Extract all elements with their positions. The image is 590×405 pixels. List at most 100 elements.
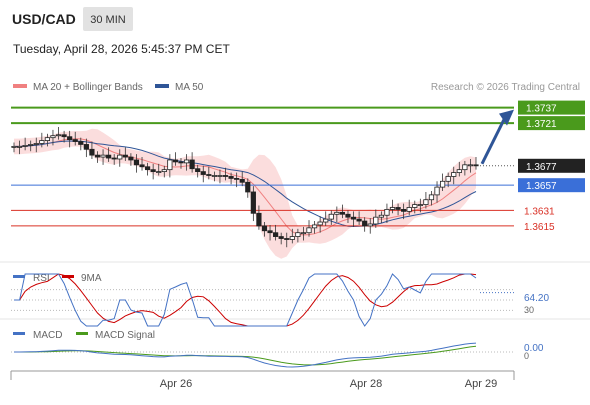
candle-body bbox=[345, 213, 351, 218]
candle-body bbox=[133, 159, 140, 166]
candle-body bbox=[256, 212, 262, 227]
candle-body bbox=[183, 159, 190, 164]
ma20-legend-label: MA 20 + Bollinger Bands bbox=[33, 82, 143, 93]
timeframe-badge[interactable]: 30 MIN bbox=[90, 14, 126, 26]
candle-body bbox=[334, 211, 340, 215]
candle-body bbox=[412, 204, 418, 208]
last-price-tag bbox=[518, 158, 585, 173]
macd-last-value: 0.00 bbox=[524, 343, 544, 354]
level-label-1.3631: 1.3631 bbox=[524, 206, 555, 217]
price-panel: 1.3737 1.3721 1.3657 1.3631 1.3615 1.3677 bbox=[11, 100, 585, 259]
candle-body bbox=[250, 191, 256, 214]
ma20-legend-swatch bbox=[13, 84, 27, 88]
ma50-legend-swatch bbox=[155, 84, 169, 88]
bollinger-band bbox=[14, 128, 476, 259]
candle-body bbox=[117, 154, 123, 160]
macd-line bbox=[14, 342, 477, 368]
candle-body bbox=[78, 141, 84, 145]
candle-body bbox=[434, 186, 440, 196]
level-tag-1.3737 bbox=[518, 100, 585, 115]
macd-legend-swatch bbox=[13, 332, 25, 335]
candle-body bbox=[295, 232, 301, 237]
candle-body bbox=[228, 176, 234, 179]
candle-body bbox=[323, 218, 329, 223]
macd-signal-legend-label: MACD Signal bbox=[95, 330, 155, 341]
candle-body bbox=[445, 176, 451, 182]
candle-body bbox=[189, 159, 195, 170]
candle-body bbox=[356, 218, 362, 222]
candle-body bbox=[378, 214, 384, 218]
candle-body bbox=[156, 171, 162, 174]
rsi-panel bbox=[11, 273, 514, 327]
candle-body bbox=[462, 164, 468, 171]
macd-signal-legend-swatch bbox=[76, 332, 88, 335]
candle-body bbox=[211, 175, 217, 177]
candle-body bbox=[384, 209, 390, 216]
candle-body bbox=[273, 232, 279, 237]
candle-body bbox=[222, 175, 229, 177]
candle-body bbox=[172, 159, 179, 163]
candle-body bbox=[50, 135, 56, 139]
candle-body bbox=[94, 154, 101, 158]
candle-body bbox=[55, 134, 62, 137]
candle-body bbox=[67, 136, 73, 141]
candle-body bbox=[440, 180, 446, 188]
candle-body bbox=[389, 207, 396, 210]
candle-body bbox=[139, 164, 145, 168]
candle-body bbox=[317, 221, 323, 226]
ma20-line bbox=[14, 138, 477, 236]
macd-legend-label: MACD bbox=[33, 330, 62, 341]
candle-body bbox=[89, 148, 95, 156]
candle-body bbox=[417, 204, 423, 206]
candle-body bbox=[16, 145, 23, 148]
candle-body bbox=[401, 209, 407, 212]
candle-body bbox=[311, 224, 318, 229]
rsi-line bbox=[14, 273, 477, 327]
timeframe-badge-bg[interactable] bbox=[83, 7, 133, 31]
candle-body bbox=[267, 230, 273, 234]
candle-body bbox=[367, 223, 373, 227]
rsi-legend-label: RSI bbox=[33, 273, 50, 284]
candle-body bbox=[306, 227, 312, 234]
candle-body bbox=[261, 225, 268, 232]
rsi-ma-legend-label: 9MA bbox=[81, 273, 102, 284]
candle-body bbox=[200, 171, 206, 175]
candle-body bbox=[245, 181, 251, 193]
candle-body bbox=[39, 140, 45, 144]
candle-body bbox=[289, 236, 295, 240]
candle-body bbox=[122, 154, 128, 158]
candle-body bbox=[161, 169, 167, 173]
candle-body bbox=[456, 169, 462, 173]
candle-body bbox=[428, 194, 435, 201]
candle-body bbox=[339, 211, 346, 215]
last-price-label: 1.3677 bbox=[526, 162, 557, 173]
candle-body bbox=[128, 156, 134, 161]
candle-body bbox=[206, 174, 212, 176]
candle-body bbox=[61, 134, 67, 138]
candle-body bbox=[217, 175, 223, 177]
candle-body bbox=[239, 178, 245, 183]
rsi-ma-legend-swatch bbox=[62, 275, 74, 278]
candle-body bbox=[11, 145, 17, 148]
candle-body bbox=[473, 164, 479, 167]
candle-body bbox=[234, 177, 240, 180]
candle-body bbox=[44, 137, 50, 141]
candle-body bbox=[284, 238, 290, 240]
forecast-arrow-shaft bbox=[480, 118, 506, 165]
level-tag-1.3657 bbox=[518, 178, 585, 193]
macd-panel bbox=[11, 342, 514, 368]
candle-body bbox=[111, 157, 117, 160]
candle-body bbox=[72, 139, 78, 142]
candle-body bbox=[100, 154, 106, 158]
level-label-1.3615: 1.3615 bbox=[524, 222, 555, 233]
level-label-1.3657: 1.3657 bbox=[526, 181, 557, 192]
candle-body bbox=[373, 216, 379, 225]
candle-body bbox=[467, 164, 474, 167]
rsi-30-label: 30 bbox=[524, 305, 534, 315]
candle-body bbox=[278, 236, 284, 239]
macd-signal-line bbox=[14, 345, 477, 366]
candle-body bbox=[195, 168, 201, 173]
candle-body bbox=[22, 145, 28, 147]
